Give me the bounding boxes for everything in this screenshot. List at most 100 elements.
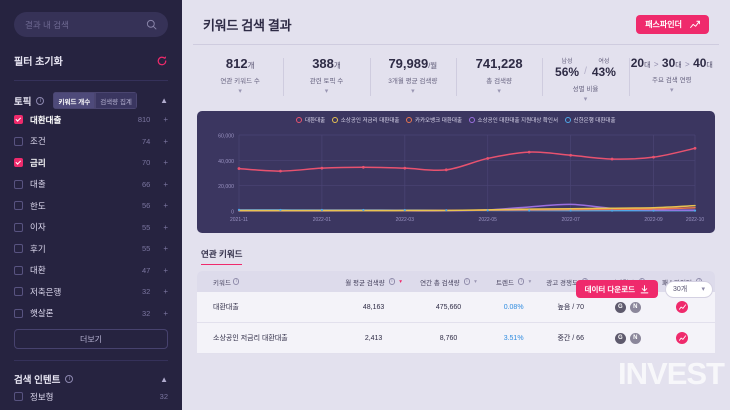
expand-plus-icon[interactable]: + bbox=[163, 287, 168, 297]
sort-icon[interactable]: ▾ bbox=[528, 278, 532, 285]
topic-chip-group[interactable]: 키워드 개수 검색량 집계 bbox=[53, 92, 137, 109]
stat-related-topics[interactable]: 388개 관련 토픽 수 ▾ bbox=[283, 56, 369, 102]
chart-line-icon[interactable] bbox=[676, 301, 689, 313]
google-badge-icon[interactable]: G bbox=[614, 332, 626, 344]
topic-group-header[interactable]: 토픽 i 키워드 개수 검색량 집계 ▲ bbox=[14, 92, 168, 109]
chevron-down-icon[interactable]: ▾ bbox=[670, 87, 674, 94]
column-header-monthly-avg[interactable]: 월 평균 검색량 i ▾ bbox=[336, 277, 411, 287]
legend-item[interactable]: 신한은행 대환대출 bbox=[565, 116, 616, 124]
chevron-down-icon[interactable]: ▾ bbox=[701, 286, 705, 293]
legend-item[interactable]: 소상공인 대환대출 지원대상 확인서 bbox=[469, 116, 558, 124]
chevron-down-icon[interactable]: ▾ bbox=[411, 88, 415, 95]
chip-search-volume[interactable]: 검색량 집계 bbox=[95, 92, 137, 109]
trend-chart-card: 대환대출 소상공인 저금리 대환대출 카카오뱅크 대환대출 소상공인 대환대출 지원대… bbox=[197, 111, 715, 233]
chevron-up-icon[interactable]: ▲ bbox=[160, 96, 168, 105]
expand-plus-icon[interactable]: + bbox=[163, 136, 168, 146]
column-header-trend[interactable]: 트렌드 i ▾ bbox=[486, 277, 541, 287]
expand-plus-icon[interactable]: + bbox=[163, 244, 168, 254]
chevron-up-icon[interactable]: ▲ bbox=[160, 374, 168, 384]
related-tabs: 연관 키워드 bbox=[193, 233, 719, 265]
list-item[interactable]: 한도 56 + bbox=[14, 195, 168, 217]
chip-keyword-count[interactable]: 키워드 개수 bbox=[53, 92, 96, 109]
chevron-down-icon[interactable]: ▾ bbox=[238, 88, 242, 95]
checkbox[interactable] bbox=[14, 115, 23, 125]
row-count-select[interactable]: 30개 ▾ bbox=[665, 280, 713, 298]
expand-plus-icon[interactable]: + bbox=[163, 265, 168, 275]
chevron-down-icon[interactable]: ▾ bbox=[583, 96, 588, 103]
list-item[interactable]: 정보형 32 bbox=[14, 386, 168, 408]
naver-badge-icon[interactable]: N bbox=[629, 332, 641, 344]
tab-related-keywords[interactable]: 연관 키워드 bbox=[201, 248, 243, 265]
column-header-annual-total[interactable]: 연간 총 검색량 i ▾ bbox=[411, 277, 486, 287]
info-icon[interactable]: i bbox=[232, 278, 240, 285]
checkbox[interactable] bbox=[14, 222, 23, 232]
expand-plus-icon[interactable]: + bbox=[163, 158, 168, 168]
chevron-down-icon[interactable]: ▾ bbox=[497, 88, 501, 95]
chevron-down-icon[interactable]: ▾ bbox=[324, 88, 329, 95]
list-item[interactable]: 햇살론 32 + bbox=[14, 303, 168, 325]
list-item[interactable]: 금리 70 + bbox=[14, 152, 168, 174]
stat-value: 812 bbox=[225, 56, 248, 71]
naver-badge-icon[interactable]: N bbox=[629, 301, 641, 313]
info-icon[interactable]: i bbox=[517, 278, 525, 285]
list-item[interactable]: 대환대출 810 + bbox=[14, 109, 168, 131]
search-input[interactable] bbox=[25, 19, 135, 30]
cell-pathfinder[interactable] bbox=[655, 332, 709, 344]
search-box[interactable] bbox=[14, 12, 168, 37]
checkbox[interactable] bbox=[14, 179, 23, 189]
expand-plus-icon[interactable]: + bbox=[163, 201, 168, 211]
intent-group-header[interactable]: 검색 인텐트 i ▲ bbox=[14, 372, 168, 387]
info-icon[interactable]: i bbox=[36, 96, 45, 105]
info-icon[interactable]: i bbox=[65, 375, 74, 383]
column-header-keyword[interactable]: 키워드 i bbox=[203, 277, 336, 287]
checkbox[interactable] bbox=[14, 265, 23, 275]
chart-legend: 대환대출 소상공인 저금리 대환대출 카카오뱅크 대환대출 소상공인 대환대출 지원대… bbox=[197, 116, 715, 124]
list-item[interactable]: 대출 66 + bbox=[14, 174, 168, 196]
list-item-label: 햇살론 bbox=[30, 308, 54, 319]
checkbox[interactable] bbox=[14, 308, 23, 318]
cell-keyword[interactable]: 대환대출 bbox=[213, 304, 239, 311]
stat-monthly-avg-volume[interactable]: 79,989/월 3개월 평균 검색량 ▾ bbox=[369, 56, 456, 102]
chart-line-icon[interactable] bbox=[676, 332, 689, 344]
table-row[interactable]: 소상공인 저금리 대환대출 2,413 8,760 3.51% 중간 / 66 … bbox=[197, 323, 715, 354]
stat-label: 연관 키워드 수 bbox=[220, 78, 260, 85]
expand-plus-icon[interactable]: + bbox=[163, 115, 168, 125]
refresh-icon[interactable] bbox=[156, 55, 168, 67]
info-icon[interactable]: i bbox=[463, 278, 471, 285]
legend-item[interactable]: 대환대출 bbox=[296, 116, 325, 124]
filter-reset-row[interactable]: 필터 초기화 bbox=[14, 53, 168, 81]
legend-item[interactable]: 카카오뱅크 대환대출 bbox=[406, 116, 462, 124]
stat-gender-ratio[interactable]: 남성 56% / 여성 43% 성별 비율 ▾ bbox=[542, 56, 628, 103]
google-badge-icon[interactable]: G bbox=[614, 301, 626, 313]
checkbox[interactable] bbox=[14, 158, 23, 168]
stat-main-age[interactable]: 20대 > 30대 > 40대 주요 검색 연령 ▾ bbox=[628, 56, 715, 102]
cell-keyword[interactable]: 소상공인 저금리 대환대출 bbox=[213, 335, 288, 342]
legend-label: 대환대출 bbox=[304, 118, 326, 124]
list-item[interactable]: 이자 55 + bbox=[14, 217, 168, 239]
cell-pathfinder[interactable] bbox=[655, 301, 709, 313]
download-data-button[interactable]: 데이터 다운로드 bbox=[575, 280, 658, 298]
info-icon[interactable]: i bbox=[388, 278, 396, 285]
list-item[interactable]: 대환 47 + bbox=[14, 260, 168, 282]
list-item[interactable]: 후기 55 + bbox=[14, 238, 168, 260]
checkbox[interactable] bbox=[14, 136, 23, 146]
pathfinder-button[interactable]: 패스파인더 bbox=[636, 15, 709, 34]
checkbox[interactable] bbox=[14, 392, 23, 402]
sort-desc-icon[interactable]: ▾ bbox=[399, 278, 402, 285]
checkbox[interactable] bbox=[14, 244, 23, 254]
expand-plus-icon[interactable]: + bbox=[163, 179, 168, 189]
legend-label: 카카오뱅크 대환대출 bbox=[414, 118, 463, 124]
stat-annual-keywords[interactable]: 812개 연관 키워드 수 ▾ bbox=[197, 56, 283, 102]
expand-plus-icon[interactable]: + bbox=[163, 222, 168, 232]
stat-total-volume[interactable]: 741,228 총 검색량 ▾ bbox=[455, 56, 542, 102]
sort-icon[interactable]: ▾ bbox=[474, 278, 477, 285]
show-more-button[interactable]: 더보기 bbox=[14, 329, 168, 349]
checkbox[interactable] bbox=[14, 201, 23, 211]
cell-ad-competition: 중간 / 66 bbox=[557, 335, 584, 342]
list-item[interactable]: 저축은행 32 + bbox=[14, 281, 168, 303]
expand-plus-icon[interactable]: + bbox=[163, 308, 168, 318]
legend-item[interactable]: 소상공인 저금리 대환대출 bbox=[332, 116, 399, 124]
checkbox[interactable] bbox=[14, 287, 23, 297]
list-item[interactable]: 조건 74 + bbox=[14, 131, 168, 153]
